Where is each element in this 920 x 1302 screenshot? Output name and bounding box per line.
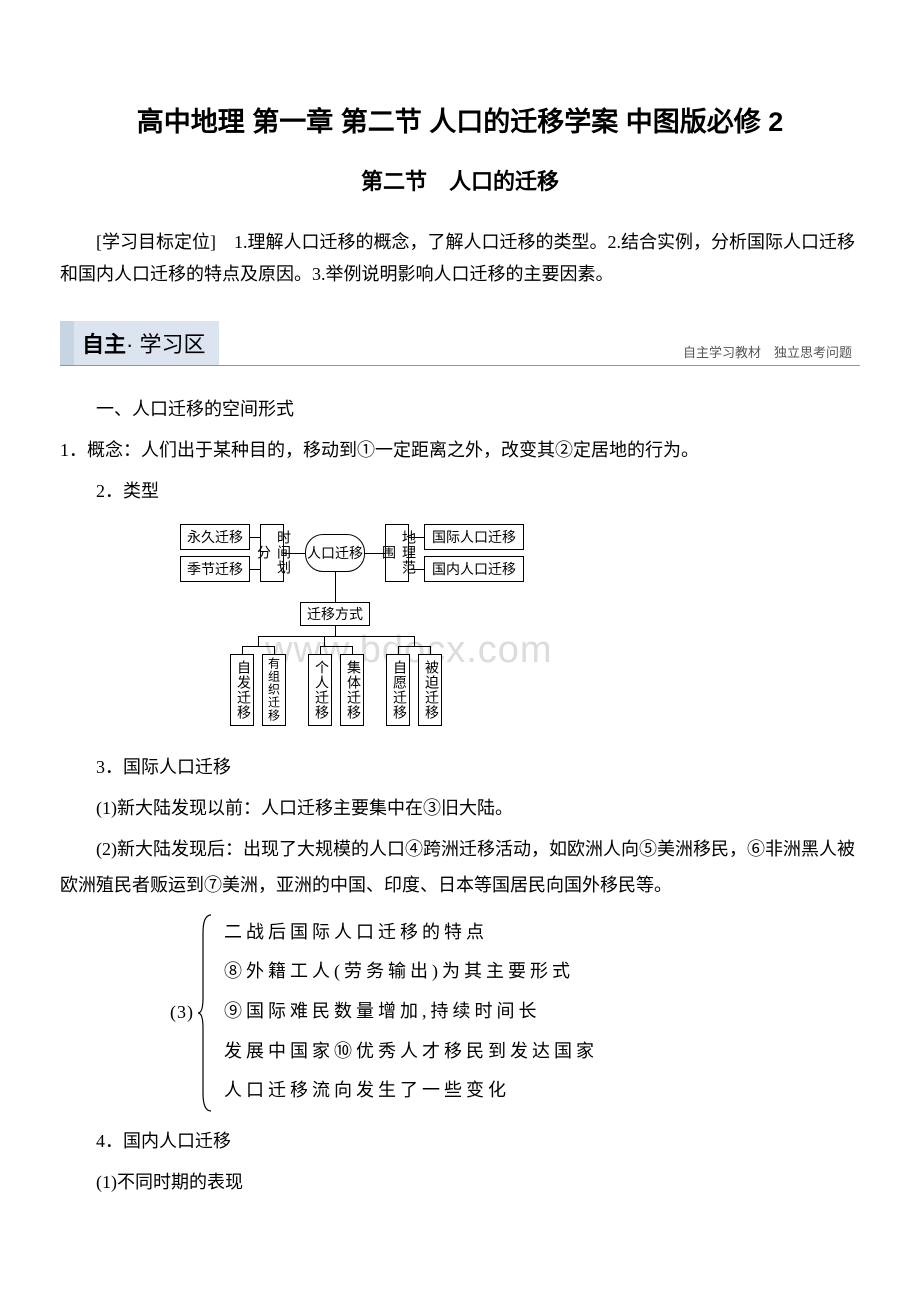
box-seasonal: 季节迁移 [180, 556, 250, 582]
learning-objective: [学习目标定位] 1.理解人口迁移的概念，了解人口迁移的类型。2.结合实例，分析… [60, 226, 860, 291]
migration-diagram: www.bdocx.com 永久迁移 季节迁移 时间划分 人口迁移 地理范围 国… [180, 524, 660, 734]
box-migration: 人口迁移 [305, 534, 365, 572]
box-voluntary: 自愿迁移 [386, 654, 410, 726]
point-3: 3．国际人口迁移 [60, 749, 860, 785]
sub-title: 第二节 人口的迁移 [60, 164, 860, 196]
brace-item: ⑨国际难民数量增加,持续时间长 [224, 992, 598, 1032]
box-collective: 集体迁移 [340, 654, 364, 726]
section-right-text: 自主学习教材 独立思考问题 [683, 342, 860, 365]
box-method: 迁移方式 [300, 602, 370, 626]
brace-item: ⑧外籍工人(劳务输出)为其主要形式 [224, 952, 598, 992]
brace-label: (3) [170, 913, 196, 1113]
box-individual: 个人迁移 [308, 654, 332, 726]
section-label-normal: · 学习区 [126, 327, 205, 359]
point-3-2: (2)新大陆发现后：出现了大规模的人口④跨洲迁移活动，如欧洲人向⑤美洲移民，⑥非… [60, 831, 860, 903]
box-spontaneous: 自发迁移 [230, 654, 254, 726]
section-label-bold: 自主 [82, 327, 126, 359]
box-intl: 国际人口迁移 [424, 524, 524, 550]
box-geo-range: 地理范围 [385, 524, 409, 582]
heading-1: 一、人口迁移的空间形式 [60, 391, 860, 427]
brace-icon [196, 913, 216, 1113]
box-permanent: 永久迁移 [180, 524, 250, 550]
point-4-1: (1)不同时期的表现 [60, 1164, 860, 1200]
box-organized: 有组织迁移 [262, 654, 286, 726]
box-domestic: 国内人口迁移 [424, 556, 524, 582]
brace-item: 发展中国家⑩优秀人才移民到发达国家 [224, 1032, 598, 1072]
box-time-div: 时间划分 [260, 524, 284, 582]
brace-block: (3) 二战后国际人口迁移的特点 ⑧外籍工人(劳务输出)为其主要形式 ⑨国际难民… [170, 913, 860, 1113]
section-banner: 自主 · 学习区 自主学习教材 独立思考问题 [60, 321, 860, 366]
point-3-1: (1)新大陆发现以前：人口迁移主要集中在③旧大陆。 [60, 790, 860, 826]
brace-item: 二战后国际人口迁移的特点 [224, 913, 598, 953]
brace-item: 人口迁移流向发生了一些变化 [224, 1071, 598, 1111]
point-4: 4．国内人口迁移 [60, 1123, 860, 1159]
point-2: 2．类型 [60, 473, 860, 509]
main-title: 高中地理 第一章 第二节 人口的迁移学案 中图版必修 2 [60, 100, 860, 139]
point-1: 1．概念：人们出于某种目的，移动到①一定距离之外，改变其②定居地的行为。 [60, 432, 860, 468]
box-forced: 被迫迁移 [418, 654, 442, 726]
